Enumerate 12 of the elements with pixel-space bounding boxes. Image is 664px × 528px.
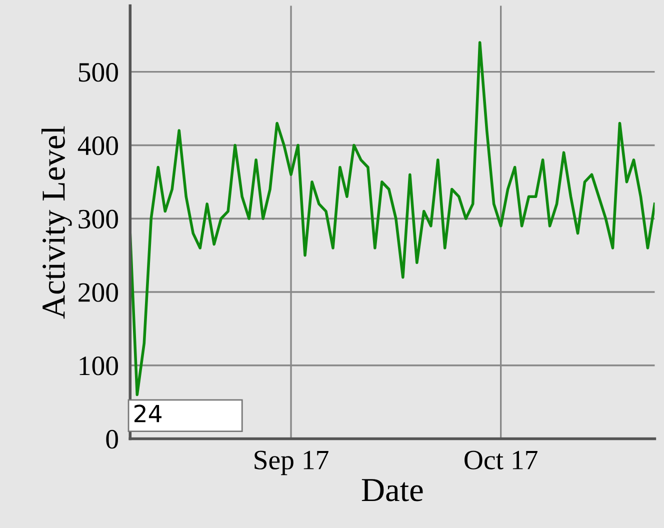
line-series bbox=[130, 41, 655, 396]
x-axis-title: Date bbox=[362, 479, 423, 502]
y-axis-title: Activity Level bbox=[41, 126, 72, 319]
annotation: 24 bbox=[134, 404, 162, 422]
y-tick-label: 200 bbox=[78, 283, 118, 302]
x-tick-label: Sep 17 bbox=[254, 450, 328, 476]
x-tick-label: Oct 17 bbox=[464, 450, 538, 470]
y-tick-label: 500 bbox=[78, 63, 118, 82]
y-tick-label: 400 bbox=[78, 136, 118, 156]
y-tick-label: 100 bbox=[80, 356, 118, 376]
y-tick-label: 300 bbox=[78, 210, 118, 229]
y-tick-label: 0 bbox=[106, 430, 118, 449]
